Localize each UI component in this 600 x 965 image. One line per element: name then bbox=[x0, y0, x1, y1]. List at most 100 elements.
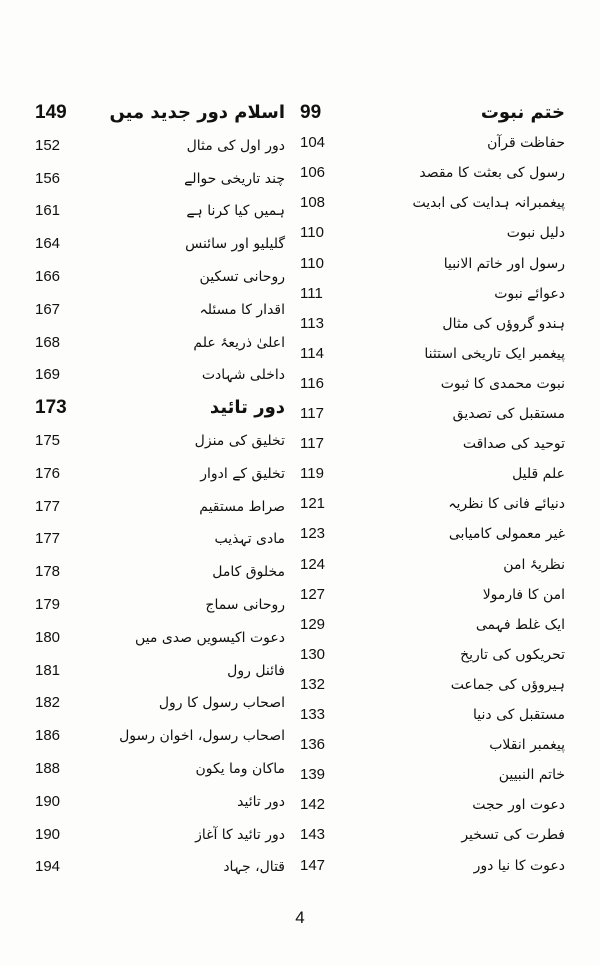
toc-entry: 139 خاتم النبیین bbox=[0, 761, 600, 789]
page-ref: 194 bbox=[35, 858, 61, 876]
page-ref: 130 bbox=[300, 645, 326, 663]
toc-entry: 129 ایک غلط فہمی bbox=[0, 611, 600, 639]
page-ref: 110 bbox=[300, 254, 324, 272]
entry-title: علم قلیل bbox=[512, 466, 565, 483]
entry-title: پیغمبر ایک تاریخی استثنا bbox=[424, 345, 565, 362]
entry-title: فطرت کی تسخیر bbox=[461, 827, 565, 844]
entry-title: تحریکوں کی تاریخ bbox=[460, 646, 565, 663]
toc-entry: 121 دنیائے فانی کا نظریہ bbox=[0, 490, 600, 518]
entry-title: داخلی شہادت bbox=[201, 367, 285, 384]
page-ref: 104 bbox=[300, 134, 326, 152]
entry-title: دعوائے نبوت bbox=[494, 285, 565, 302]
entry-title: دور اول کی مثال bbox=[186, 137, 285, 154]
entry-title: تخلیق کے ادوار bbox=[200, 465, 285, 482]
toc-entry: 152 دور اول کی مثال bbox=[0, 132, 600, 160]
page-ref: 175 bbox=[35, 432, 61, 449]
entry-title: رسول اور خاتم الانبیا bbox=[443, 255, 565, 272]
entry-title: نظریۂ امن bbox=[503, 556, 565, 573]
toc-entry: 106 رسول کی بعثت کا مقصد bbox=[0, 159, 600, 187]
page-ref: 136 bbox=[300, 736, 326, 754]
toc-entry: 177 صراط مستقیم bbox=[0, 493, 600, 521]
page-ref: 181 bbox=[35, 661, 61, 679]
toc-entry: 147 دعوت کا نیا دور bbox=[0, 852, 600, 880]
page-ref: 164 bbox=[35, 235, 61, 253]
toc-entry: 111 دعوائے نبوت bbox=[0, 280, 600, 308]
entry-title: دور تائید کا آغاز bbox=[195, 826, 285, 843]
entry-title: ہمیں کیا کرنا ہے bbox=[186, 203, 285, 220]
entry-title: روحانی سماج bbox=[205, 597, 285, 613]
toc-entry: 186 اصحاب رسول، اخوان رسول bbox=[0, 722, 600, 750]
toc-entry: 182 اصحاب رسول کا رول bbox=[0, 689, 600, 717]
entry-title: مستقبل کی تصدیق bbox=[452, 406, 565, 422]
page-ref: 123 bbox=[300, 525, 326, 543]
toc-entry: 156 چند تاریخی حوالے bbox=[0, 165, 600, 193]
toc-entry: 143 فطرت کی تسخیر bbox=[0, 821, 600, 849]
toc-entry: 176 تخلیق کے ادوار bbox=[0, 460, 600, 488]
page-ref: 113 bbox=[300, 314, 324, 332]
entry-title: روحانی تسکین bbox=[199, 269, 285, 285]
entry-title: دعوت کا نیا دور bbox=[473, 857, 565, 874]
page-ref: 180 bbox=[35, 628, 61, 646]
page-ref: 156 bbox=[35, 169, 61, 187]
page-ref: 133 bbox=[300, 706, 326, 723]
page-ref: 178 bbox=[35, 563, 61, 581]
entry-title: گلیلیو اور سائنس bbox=[185, 236, 285, 253]
toc-entry: 188 ماکان وما یکون bbox=[0, 755, 600, 783]
entry-title: خاتم النبیین bbox=[498, 767, 565, 784]
entry-title: فائنل رول bbox=[227, 662, 285, 679]
entry-title: ماکان وما یکون bbox=[195, 761, 285, 777]
page-ref: 116 bbox=[300, 374, 324, 392]
entry-title: حفاظت قرآن bbox=[487, 135, 565, 152]
toc-entry: 161 ہمیں کیا کرنا ہے bbox=[0, 197, 600, 225]
toc-entry: 130 تحریکوں کی تاریخ bbox=[0, 641, 600, 669]
entry-title: اسلام دور جدید میں bbox=[109, 102, 285, 123]
entry-title: مخلوق کامل bbox=[212, 564, 285, 581]
entry-title: ایک غلط فہمی bbox=[475, 616, 565, 633]
page-ref: 142 bbox=[300, 796, 326, 814]
entry-title: دور تائید bbox=[237, 793, 285, 810]
toc-entry: 168 اعلیٰ ذریعۂ علم bbox=[0, 329, 600, 357]
entry-title: دنیائے فانی کا نظریہ bbox=[448, 496, 565, 513]
entry-title: مستقبل کی دنیا bbox=[473, 707, 565, 723]
toc-entry: 166 روحانی تسکین bbox=[0, 263, 600, 291]
page-ref: 173 bbox=[35, 397, 67, 419]
page-ref: 161 bbox=[35, 202, 61, 220]
toc-entry: 124 نظریۂ امن bbox=[0, 551, 600, 579]
page-ref: 129 bbox=[300, 615, 326, 633]
toc-entry: 180 دعوت اکیسویں صدی میں bbox=[0, 624, 600, 652]
page-ref: 119 bbox=[300, 465, 324, 483]
toc-entry: 108 پیغمبرانہ ہدایت کی ابدیت bbox=[0, 189, 600, 217]
page-ref: 177 bbox=[35, 530, 61, 548]
section-heading: 99 ختم نبوت bbox=[0, 99, 600, 127]
page-ref: 114 bbox=[300, 344, 324, 362]
entry-title: اعلیٰ ذریعۂ علم bbox=[193, 334, 285, 351]
toc-entry: 167 اقدار کا مسئلہ bbox=[0, 296, 600, 324]
toc-entry: 119 علم قلیل bbox=[0, 460, 600, 488]
toc-entry: 117 توحید کی صداقت bbox=[0, 430, 600, 458]
entry-title: ہیروؤں کی جماعت bbox=[450, 676, 565, 693]
page-ref: 124 bbox=[300, 555, 326, 573]
toc-entry: 113 ہندو گروؤں کی مثال bbox=[0, 310, 600, 338]
entry-title: چند تاریخی حوالے bbox=[184, 170, 285, 187]
toc-entry: 190 دور تائید کا آغاز bbox=[0, 821, 600, 849]
entry-title: توحید کی صداقت bbox=[462, 436, 565, 453]
section-heading: 173 دور تائید bbox=[0, 394, 600, 422]
page-ref: 99 bbox=[300, 102, 322, 123]
entry-title: پیغمبر انقلاب bbox=[489, 737, 565, 754]
page-ref: 143 bbox=[300, 826, 326, 844]
entry-title: صراط مستقیم bbox=[199, 498, 285, 515]
page-ref: 117 bbox=[300, 405, 324, 422]
page-ref: 106 bbox=[300, 164, 326, 182]
page-ref: 176 bbox=[35, 464, 61, 482]
toc-entry: 178 مخلوق کامل bbox=[0, 558, 600, 586]
toc-entry: 190 دور تائید bbox=[0, 788, 600, 816]
page-ref: 108 bbox=[300, 194, 326, 212]
entry-title: دعوت اکیسویں صدی میں bbox=[135, 629, 285, 646]
page-ref: 111 bbox=[300, 284, 323, 302]
toc-entry: 110 دلیل نبوت bbox=[0, 219, 600, 247]
toc-entry: 164 گلیلیو اور سائنس bbox=[0, 230, 600, 258]
entry-title: رسول کی بعثت کا مقصد bbox=[419, 165, 565, 182]
page-ref: 149 bbox=[35, 102, 67, 123]
toc-entry: 110 رسول اور خاتم الانبیا bbox=[0, 250, 600, 278]
toc-entry: 169 داخلی شہادت bbox=[0, 361, 600, 389]
